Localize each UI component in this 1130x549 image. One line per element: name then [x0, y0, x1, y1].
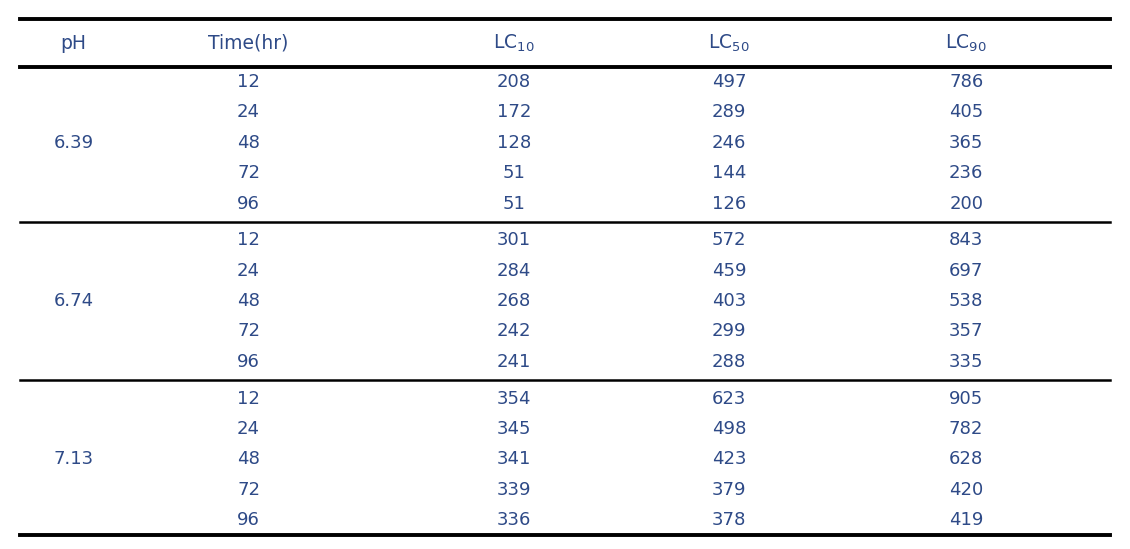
Text: 48: 48: [237, 292, 260, 310]
Text: 246: 246: [712, 134, 746, 152]
Text: 236: 236: [949, 164, 983, 182]
Text: 357: 357: [949, 322, 983, 340]
Text: 48: 48: [237, 134, 260, 152]
Text: 24: 24: [237, 104, 260, 121]
Text: 336: 336: [497, 511, 531, 529]
Text: 96: 96: [237, 194, 260, 212]
Text: 628: 628: [949, 450, 983, 468]
Text: 96: 96: [237, 353, 260, 371]
Text: 420: 420: [949, 481, 983, 498]
Text: 200: 200: [949, 194, 983, 212]
Text: 7.13: 7.13: [53, 450, 94, 468]
Text: 48: 48: [237, 450, 260, 468]
Text: 284: 284: [497, 262, 531, 280]
Text: 365: 365: [949, 134, 983, 152]
Text: 72: 72: [237, 164, 260, 182]
Text: 697: 697: [949, 262, 983, 280]
Text: pH: pH: [60, 33, 87, 53]
Text: 423: 423: [712, 450, 746, 468]
Text: 339: 339: [497, 481, 531, 498]
Text: 786: 786: [949, 73, 983, 91]
Text: 301: 301: [497, 232, 531, 249]
Text: 12: 12: [237, 390, 260, 408]
Text: LC$_{10}$: LC$_{10}$: [494, 32, 534, 54]
Text: 843: 843: [949, 232, 983, 249]
Text: 128: 128: [497, 134, 531, 152]
Text: 24: 24: [237, 420, 260, 438]
Text: 96: 96: [237, 511, 260, 529]
Text: 354: 354: [497, 390, 531, 408]
Text: 51: 51: [503, 164, 525, 182]
Text: 288: 288: [712, 353, 746, 371]
Text: 782: 782: [949, 420, 983, 438]
Text: 24: 24: [237, 262, 260, 280]
Text: 572: 572: [712, 232, 746, 249]
Text: 299: 299: [712, 322, 746, 340]
Text: 905: 905: [949, 390, 983, 408]
Text: 623: 623: [712, 390, 746, 408]
Text: 51: 51: [503, 194, 525, 212]
Text: 72: 72: [237, 481, 260, 498]
Text: 538: 538: [949, 292, 983, 310]
Text: 405: 405: [949, 104, 983, 121]
Text: 498: 498: [712, 420, 746, 438]
Text: 379: 379: [712, 481, 746, 498]
Text: 378: 378: [712, 511, 746, 529]
Text: 172: 172: [497, 104, 531, 121]
Text: 242: 242: [497, 322, 531, 340]
Text: 6.74: 6.74: [53, 292, 94, 310]
Text: 126: 126: [712, 194, 746, 212]
Text: 419: 419: [949, 511, 983, 529]
Text: 12: 12: [237, 73, 260, 91]
Text: LC$_{90}$: LC$_{90}$: [946, 32, 986, 54]
Text: 72: 72: [237, 322, 260, 340]
Text: 341: 341: [497, 450, 531, 468]
Text: 268: 268: [497, 292, 531, 310]
Text: LC$_{50}$: LC$_{50}$: [709, 32, 749, 54]
Text: 403: 403: [712, 292, 746, 310]
Text: 459: 459: [712, 262, 746, 280]
Text: 335: 335: [949, 353, 983, 371]
Text: 208: 208: [497, 73, 531, 91]
Text: 241: 241: [497, 353, 531, 371]
Text: 289: 289: [712, 104, 746, 121]
Text: 6.39: 6.39: [53, 134, 94, 152]
Text: Time(hr): Time(hr): [208, 33, 289, 53]
Text: 345: 345: [497, 420, 531, 438]
Text: 12: 12: [237, 232, 260, 249]
Text: 144: 144: [712, 164, 746, 182]
Text: 497: 497: [712, 73, 746, 91]
